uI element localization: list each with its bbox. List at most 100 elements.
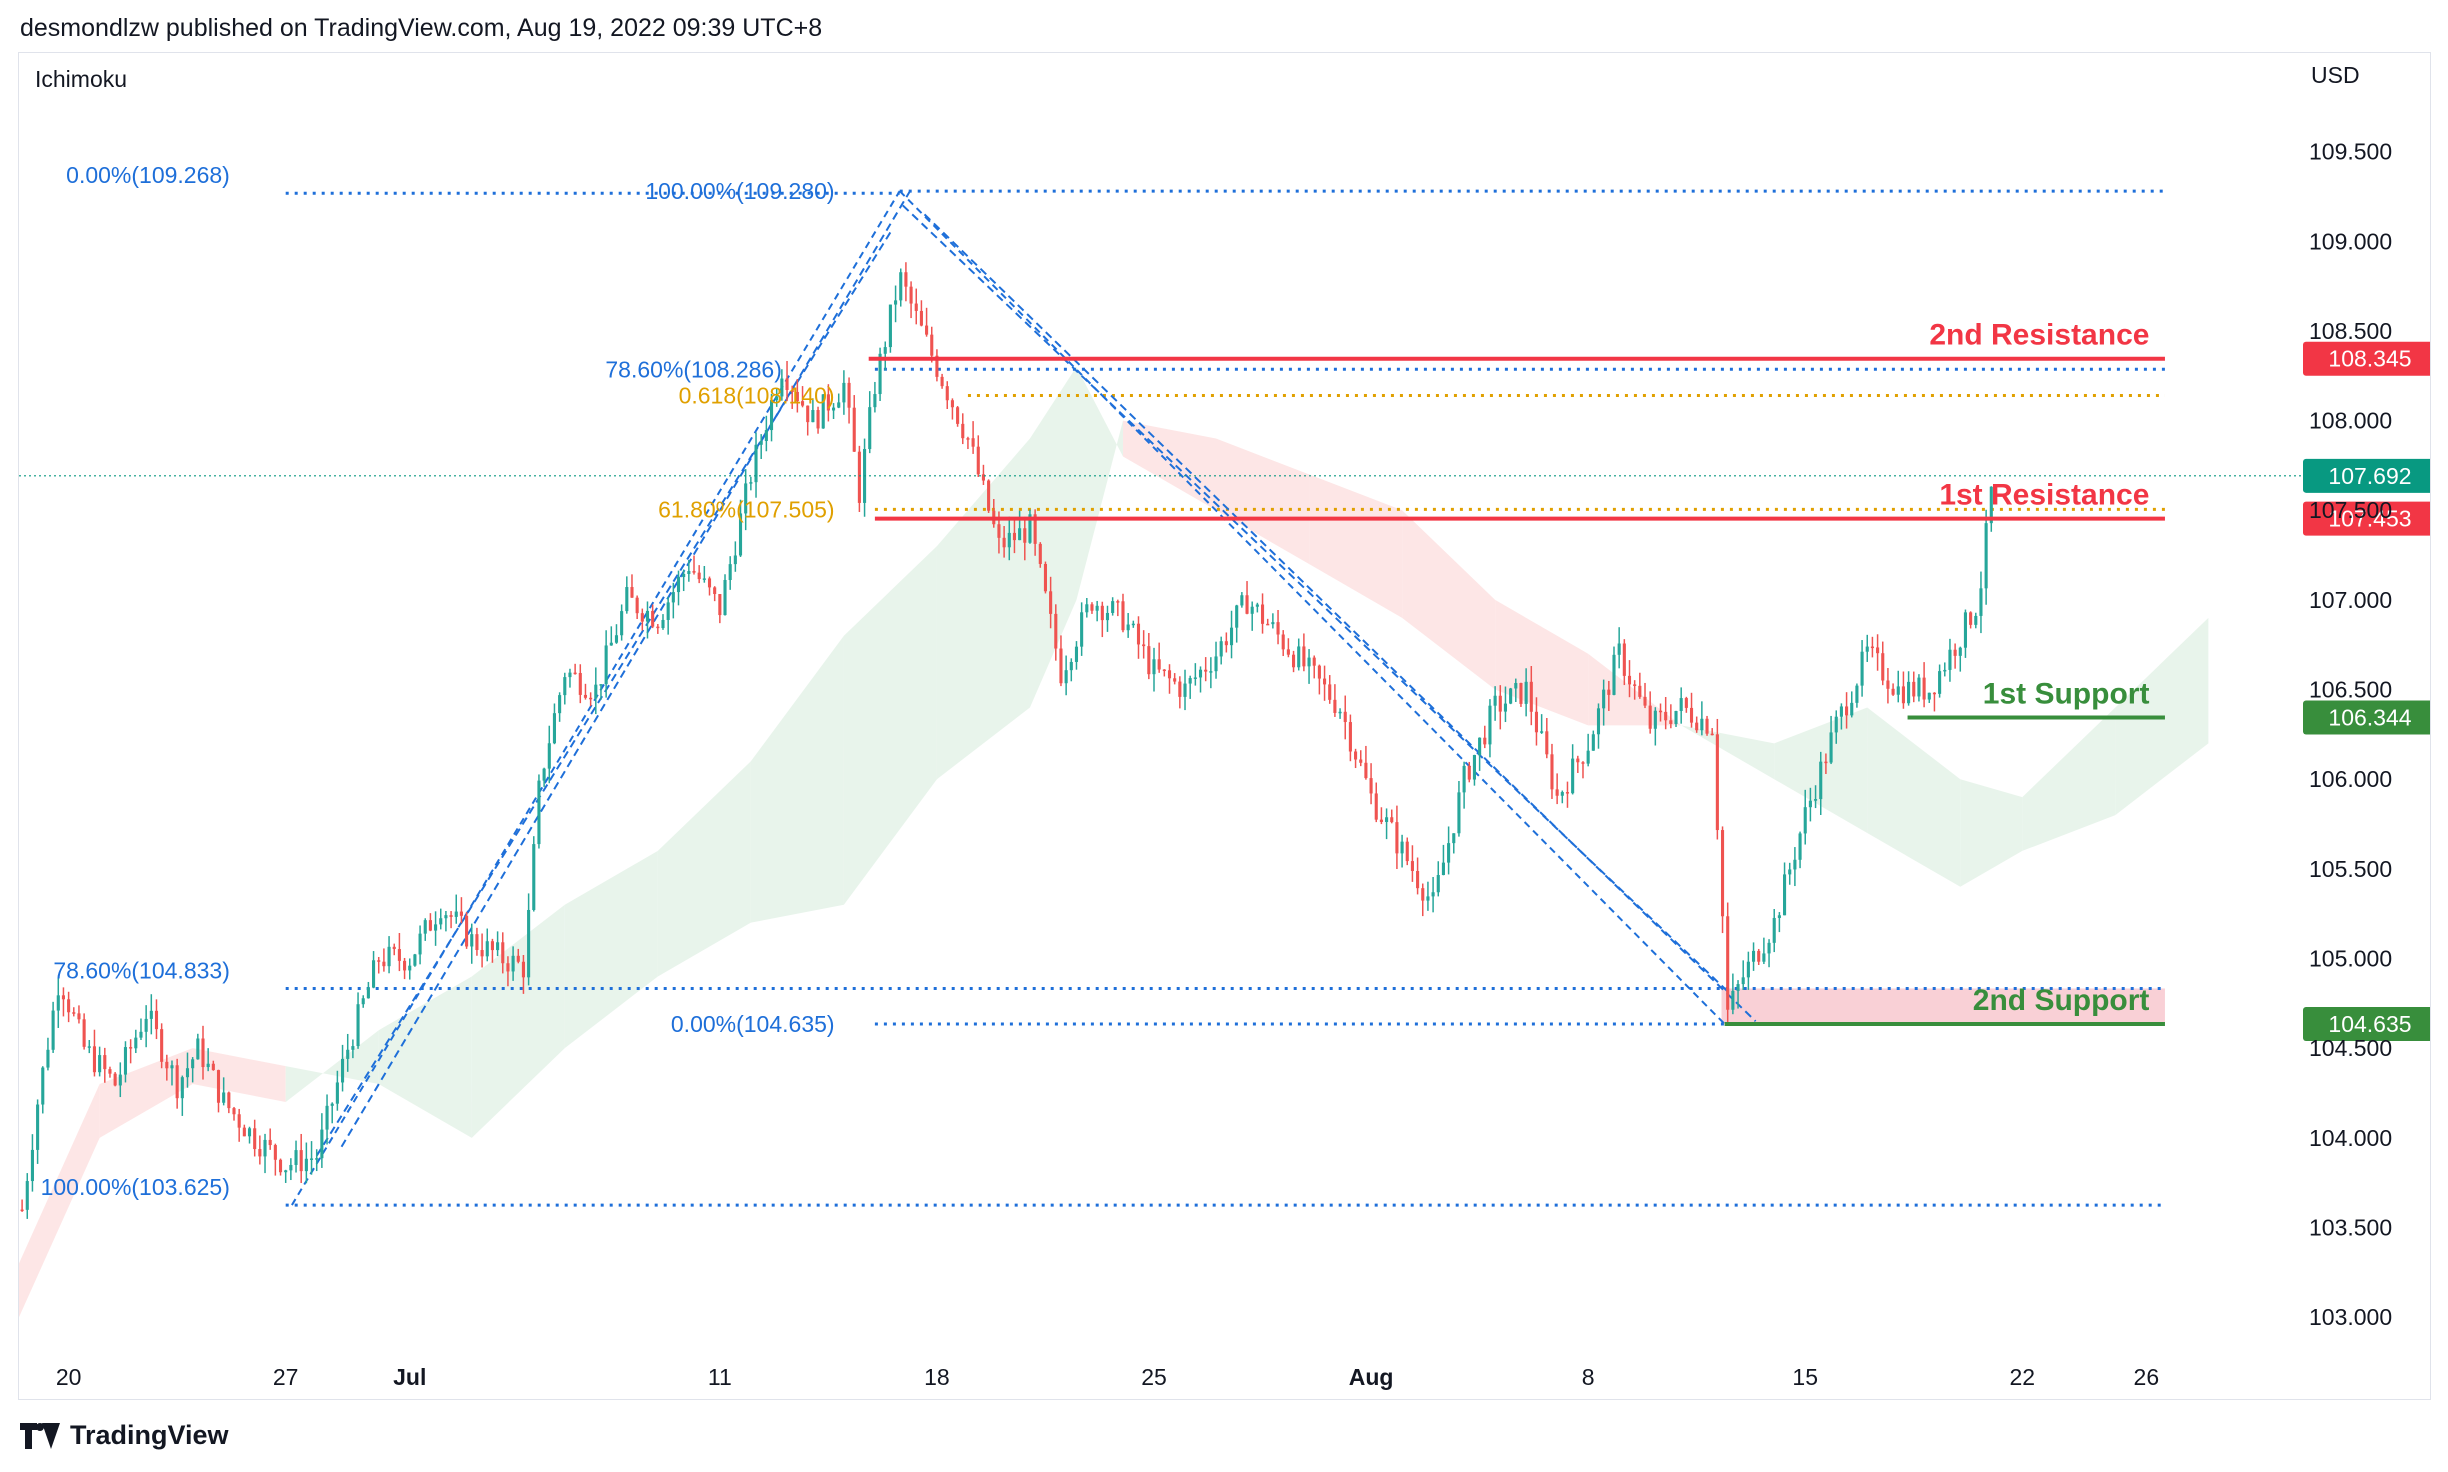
price-tick-label: 103.500 [2309, 1214, 2392, 1240]
candle-body [599, 684, 603, 686]
candle-body [1421, 888, 1425, 901]
candle-body [728, 564, 732, 580]
candle-body [516, 955, 520, 962]
candle-body [1286, 649, 1290, 655]
candle-body [1297, 646, 1301, 668]
candle-body [785, 378, 789, 390]
candle-body [707, 578, 712, 588]
tradingview-brand[interactable]: TradingView [20, 1420, 229, 1451]
time-axis[interactable]: 20 27 Jul 11 18 25 Aug 8 15 22 26 [56, 1364, 2159, 1390]
candle-body [1012, 532, 1017, 541]
ichimoku-cloud [19, 366, 2209, 1318]
candle-body [775, 396, 779, 401]
candle-body [1498, 695, 1502, 712]
candle-body [1260, 604, 1265, 624]
candle-body [1229, 627, 1234, 646]
brand-name: TradingView [70, 1420, 229, 1450]
candle-body [1183, 683, 1187, 697]
chart-pane[interactable]: 2nd Resistance 1st Resistance 1st Support 2… [18, 52, 2431, 1400]
cloud-segment [19, 1084, 100, 1318]
candle-body [976, 446, 980, 475]
candle-body [1255, 604, 1259, 607]
price-axis[interactable]: USD 108.345 107.453 106.344 104.635 107.692 1… [2303, 62, 2430, 1330]
candle-body [1881, 653, 1885, 681]
candle-body [475, 934, 479, 950]
candle-body [284, 1170, 288, 1173]
candle-body [1317, 665, 1321, 679]
candle-body [351, 1046, 355, 1050]
candle-body [573, 672, 577, 675]
candle-body [1121, 601, 1125, 631]
candle-body [671, 592, 675, 603]
cloud-segment [1960, 779, 2023, 887]
candle-body [692, 571, 696, 573]
candle-body [103, 1055, 107, 1070]
candle-body [1638, 685, 1642, 697]
candle-body [309, 1158, 314, 1160]
candle-body [1819, 761, 1823, 800]
candle-body [935, 355, 939, 377]
candle-body [1002, 537, 1006, 548]
candle-body [1467, 765, 1471, 780]
candle-body [139, 1031, 143, 1038]
candle-body [278, 1159, 283, 1173]
fib-label: 100.00%(103.625) [41, 1174, 230, 1200]
candle-body [1354, 751, 1358, 760]
candle-body [372, 960, 376, 988]
candle-body [170, 1065, 174, 1069]
candle-body [206, 1063, 210, 1068]
candle-body [1617, 643, 1621, 655]
candle-body [1576, 758, 1580, 763]
candle-body [764, 430, 768, 441]
cloud-segment [99, 1048, 193, 1138]
candle-body [1958, 647, 1962, 656]
candle-body [1291, 654, 1296, 668]
fib-label: 61.80%(107.505) [658, 496, 834, 522]
candle-body [1803, 807, 1807, 834]
candle-body [1798, 833, 1802, 860]
cloud-segment [1588, 653, 1682, 726]
candle-body [1540, 731, 1544, 733]
second-support-label: 2nd Support [1973, 984, 2150, 1017]
candle-body [1111, 601, 1115, 613]
first-support-price-tag [2303, 700, 2430, 735]
candle-body [1746, 961, 1750, 978]
candle-body [1612, 654, 1616, 695]
candle-body [325, 1105, 329, 1130]
support-zone-box [1721, 988, 2165, 1024]
cloud-segment [936, 438, 1030, 780]
candle-body [1762, 953, 1766, 962]
candle-body [1431, 892, 1435, 897]
candle-body [1591, 734, 1595, 751]
candle-body [1323, 678, 1327, 685]
candle-body [899, 272, 903, 301]
candle-body [847, 382, 851, 408]
candle-body [651, 610, 655, 627]
candle-body [832, 407, 836, 411]
price-chart[interactable]: 2nd Resistance 1st Resistance 1st Support 2… [19, 53, 2430, 1399]
candle-body [1850, 702, 1854, 716]
candle-body [1684, 698, 1688, 708]
candle-body [408, 965, 412, 971]
candle-body [1969, 612, 1973, 625]
support-zone [1721, 988, 2165, 1024]
fib-label: 0.00%(104.635) [671, 1011, 835, 1037]
candle-body [718, 594, 722, 616]
time-tick-label: 15 [1792, 1364, 1818, 1390]
candle-body [811, 410, 815, 423]
cloud-segment [843, 546, 937, 905]
candle-body [397, 949, 401, 961]
candle-body [387, 946, 391, 967]
candle-body [1178, 681, 1182, 697]
candle-body [723, 579, 727, 616]
candle-body [511, 955, 515, 972]
candle-body [46, 1049, 50, 1068]
candlesticks [20, 262, 1993, 1219]
candle-body [1829, 732, 1833, 763]
candle-body [1953, 649, 1957, 656]
candle-body [744, 483, 748, 514]
candle-body [614, 635, 619, 643]
candle-body [470, 934, 474, 947]
candle-body [1488, 705, 1492, 745]
candle-body [1043, 563, 1048, 592]
